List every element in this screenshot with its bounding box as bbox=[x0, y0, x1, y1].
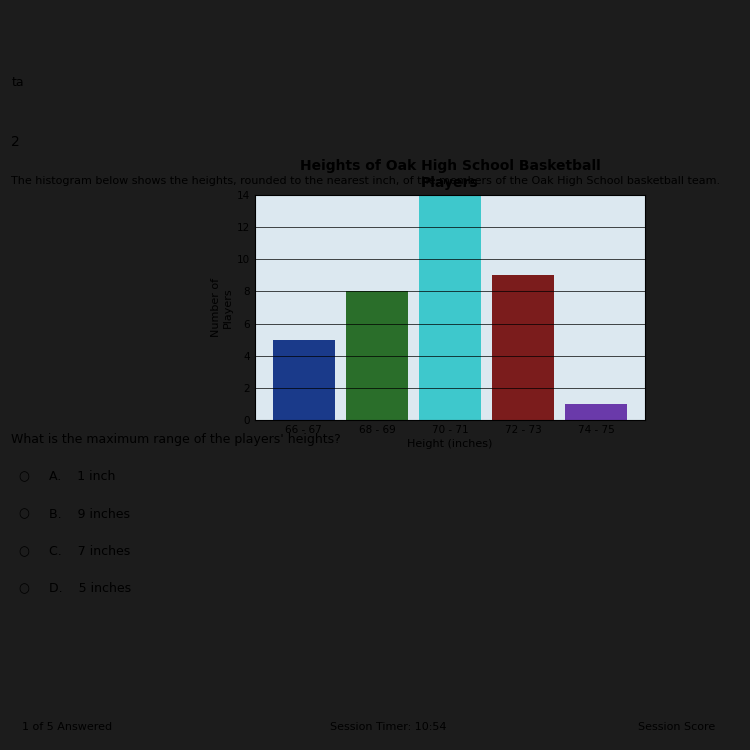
Bar bbox=[419, 195, 481, 420]
Title: Heights of Oak High School Basketball
Players: Heights of Oak High School Basketball Pl… bbox=[300, 160, 601, 190]
Text: ○: ○ bbox=[19, 508, 30, 520]
Text: ○: ○ bbox=[19, 583, 30, 596]
Text: What is the maximum range of the players' heights?: What is the maximum range of the players… bbox=[11, 433, 341, 445]
Bar bbox=[273, 340, 334, 420]
X-axis label: Height (inches): Height (inches) bbox=[407, 439, 493, 449]
Text: Session Timer: 10:54: Session Timer: 10:54 bbox=[330, 722, 446, 733]
Bar bbox=[346, 292, 408, 420]
Text: The histogram below shows the heights, rounded to the nearest inch, of the membe: The histogram below shows the heights, r… bbox=[11, 176, 720, 186]
Text: ○: ○ bbox=[19, 470, 30, 483]
Text: Session Score: Session Score bbox=[638, 722, 715, 733]
Y-axis label: Number of
Players: Number of Players bbox=[211, 278, 232, 337]
Text: 1 of 5 Answered: 1 of 5 Answered bbox=[22, 722, 112, 733]
Text: 2: 2 bbox=[11, 135, 20, 149]
Text: C.    7 inches: C. 7 inches bbox=[49, 545, 130, 558]
Text: D.    5 inches: D. 5 inches bbox=[49, 583, 130, 596]
Bar bbox=[566, 404, 627, 420]
Text: B.    9 inches: B. 9 inches bbox=[49, 508, 130, 520]
Text: A.    1 inch: A. 1 inch bbox=[49, 470, 116, 483]
Bar bbox=[492, 275, 554, 420]
Text: ta: ta bbox=[11, 76, 24, 89]
Text: ○: ○ bbox=[19, 545, 30, 558]
